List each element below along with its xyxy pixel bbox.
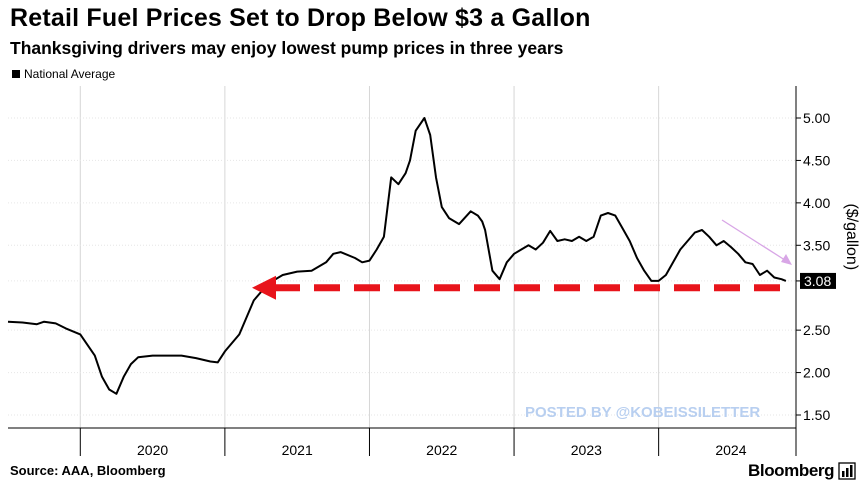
x-tick-label: 2022 bbox=[426, 442, 457, 458]
y-tick-label: 3.50 bbox=[803, 237, 830, 253]
y-tick-label: 2.50 bbox=[803, 322, 830, 338]
x-axis-labels: 2020 2021 2022 2023 2024 bbox=[137, 442, 747, 458]
y-tick-label: 4.00 bbox=[803, 195, 830, 211]
series-layer bbox=[7, 117, 787, 395]
annotation-layer: POSTED BY @KOBEISSILETTER 3.08 bbox=[252, 219, 836, 421]
bloomberg-chart-icon bbox=[838, 462, 856, 480]
legend-swatch bbox=[12, 70, 20, 78]
bloomberg-logo: Bloomberg bbox=[748, 461, 835, 480]
chart-axes bbox=[8, 86, 801, 456]
chart-title: Retail Fuel Prices Set to Drop Below $3 … bbox=[10, 4, 591, 32]
y-tick-label: 2.00 bbox=[803, 365, 830, 381]
x-tick-label: 2023 bbox=[571, 442, 602, 458]
source-note: Source: AAA, Bloomberg bbox=[10, 463, 166, 478]
chart-subtitle: Thanksgiving drivers may enjoy lowest pu… bbox=[10, 38, 564, 58]
legend: National Average bbox=[12, 67, 115, 81]
trend-arrowhead bbox=[781, 254, 792, 265]
trend-arrow-line bbox=[721, 219, 789, 263]
y-axis-title: ($/gallon) bbox=[843, 203, 860, 270]
x-tick-label: 2024 bbox=[715, 442, 746, 458]
y-axis-labels: 1.50 2.00 2.50 3.08 3.50 4.00 4.50 5.00 ($/gallo… bbox=[803, 110, 860, 423]
last-value-label: 3.08 bbox=[804, 273, 831, 289]
legend-label: National Average bbox=[24, 67, 116, 81]
y-tick-label: 1.50 bbox=[803, 407, 830, 423]
national-average-line bbox=[7, 117, 787, 395]
x-tick-label: 2021 bbox=[282, 442, 313, 458]
y-tick-label: 5.00 bbox=[803, 110, 830, 126]
last-value-box bbox=[800, 272, 836, 289]
reference-arrowhead bbox=[252, 275, 276, 300]
y-tick-label: 4.50 bbox=[803, 152, 830, 168]
x-tick-label: 2020 bbox=[137, 442, 168, 458]
chart-gridlines bbox=[8, 86, 796, 428]
watermark-text: POSTED BY @KOBEISSILETTER bbox=[525, 404, 760, 421]
